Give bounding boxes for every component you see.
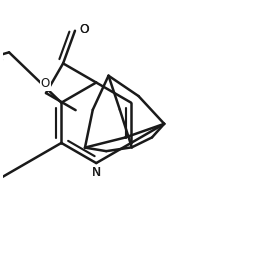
Text: O: O — [40, 77, 50, 90]
Text: O: O — [41, 77, 50, 90]
Text: N: N — [92, 166, 101, 179]
Text: O: O — [79, 23, 88, 36]
Text: N: N — [92, 166, 101, 179]
Text: O: O — [80, 23, 89, 36]
